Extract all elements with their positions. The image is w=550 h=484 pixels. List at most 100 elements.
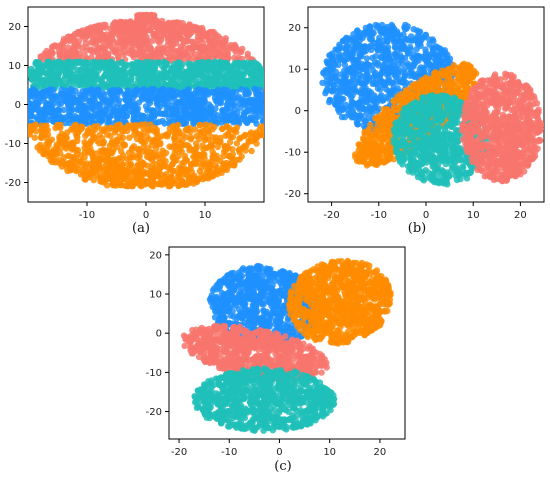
data-point	[213, 60, 220, 67]
data-point	[118, 59, 126, 67]
data-point	[121, 104, 128, 111]
data-point	[55, 70, 62, 77]
data-point	[77, 82, 84, 89]
data-point	[28, 109, 32, 116]
data-point	[179, 26, 186, 34]
data-point	[172, 40, 180, 47]
data-point	[88, 100, 95, 107]
data-point	[341, 113, 349, 121]
data-point	[413, 56, 421, 64]
data-point	[36, 98, 44, 105]
data-point	[267, 102, 273, 108]
data-point	[115, 100, 122, 107]
data-point	[161, 100, 169, 108]
data-point	[82, 175, 90, 182]
data-point	[195, 89, 203, 96]
data-point	[241, 109, 248, 116]
data-point	[200, 28, 207, 35]
data-point	[157, 164, 164, 172]
data-point	[168, 21, 175, 28]
data-point	[184, 88, 191, 95]
data-point	[396, 32, 404, 39]
data-point	[377, 86, 384, 93]
data-point	[144, 107, 151, 114]
data-point	[166, 110, 173, 118]
x-tick-label: 0	[423, 210, 429, 221]
data-point	[154, 105, 162, 112]
data-point	[215, 86, 222, 93]
data-point	[103, 182, 111, 189]
data-point	[171, 63, 178, 71]
data-point	[376, 79, 383, 87]
x-tick-label: -10	[79, 210, 95, 221]
data-point	[85, 129, 92, 136]
data-point	[57, 121, 64, 129]
data-point	[147, 167, 155, 175]
data-point	[357, 72, 364, 79]
data-point	[344, 79, 351, 86]
data-point	[157, 141, 164, 148]
data-point	[136, 64, 143, 72]
data-point	[337, 71, 345, 78]
data-point	[414, 39, 422, 46]
data-point	[413, 45, 420, 53]
data-point	[128, 66, 136, 74]
data-point	[186, 179, 193, 186]
data-point	[118, 33, 125, 40]
data-point	[56, 111, 63, 119]
data-point	[198, 164, 205, 171]
data-point	[197, 152, 205, 160]
data-point	[98, 117, 106, 124]
data-point	[387, 58, 394, 65]
data-point	[125, 24, 132, 31]
data-point	[89, 38, 97, 45]
data-point	[206, 29, 213, 36]
data-point	[88, 59, 96, 66]
data-point	[63, 49, 70, 57]
data-point	[265, 102, 271, 108]
data-point	[178, 91, 185, 98]
data-point	[214, 171, 221, 178]
data-point	[71, 155, 78, 162]
data-point	[90, 79, 98, 86]
data-point	[37, 77, 44, 84]
data-point	[109, 157, 116, 164]
data-point	[72, 147, 80, 154]
data-point	[90, 111, 98, 118]
data-point	[109, 148, 116, 156]
y-tick-label: -20	[285, 189, 301, 200]
data-point	[160, 88, 167, 95]
data-point	[103, 98, 110, 105]
data-point	[162, 69, 169, 77]
data-point	[414, 27, 421, 34]
y-tick-label: 20	[8, 22, 21, 33]
series-3	[28, 85, 273, 128]
data-point	[68, 166, 75, 173]
data-point	[28, 69, 33, 76]
data-point	[108, 31, 115, 38]
data-point	[68, 126, 75, 133]
data-point	[141, 46, 149, 53]
data-point	[81, 52, 89, 60]
data-point	[144, 91, 151, 98]
data-point	[81, 35, 89, 43]
data-point	[154, 59, 162, 67]
data-point	[144, 145, 151, 152]
data-point	[377, 71, 384, 78]
data-point	[193, 140, 200, 147]
data-point	[85, 119, 93, 126]
data-point	[251, 78, 258, 86]
data-point	[194, 100, 202, 108]
data-point	[178, 148, 185, 155]
data-point	[204, 173, 211, 180]
data-point	[228, 116, 235, 123]
data-point	[230, 94, 238, 102]
data-point	[207, 77, 214, 85]
data-point	[362, 118, 369, 125]
data-point	[396, 39, 403, 46]
data-point	[110, 175, 117, 183]
data-point	[336, 52, 343, 60]
data-point	[359, 87, 366, 95]
data-point	[131, 115, 138, 123]
data-point	[125, 77, 132, 85]
